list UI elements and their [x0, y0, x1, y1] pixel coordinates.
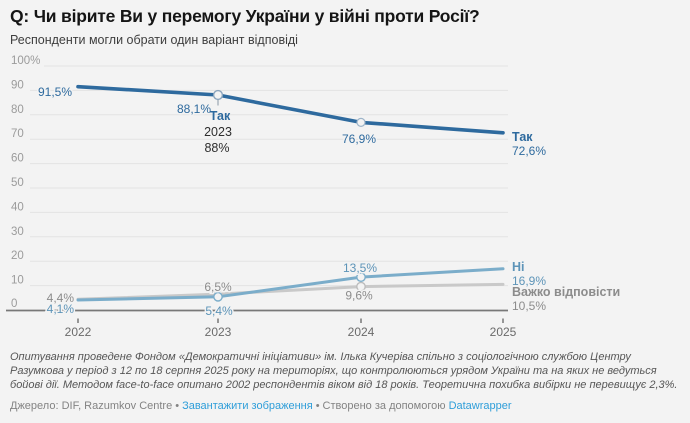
data-point-ni-2023[interactable]	[213, 291, 223, 302]
line-tak	[76, 84, 505, 135]
series-label-ni: Ні	[512, 260, 525, 274]
tooltip-year: 2023	[204, 125, 232, 139]
y-tick-60: 60	[11, 153, 24, 165]
source-row: Джерело: DIF, Razumkov Centre • Завантажит…	[10, 400, 686, 412]
value-label-tak-2023: 88,1%	[177, 102, 211, 116]
y-tick-80: 80	[11, 104, 24, 116]
value-label-vazhko-2025: 10,5%	[512, 299, 546, 313]
value-label-tak-2024: 76,9%	[342, 132, 376, 146]
methodology-note: Опитування проведене Фондом «Демократичн…	[10, 351, 678, 391]
y-gridlines	[30, 65, 508, 287]
x-tick-2023: 2023	[205, 325, 232, 339]
value-label-tak-2025: 72,6%	[512, 144, 546, 158]
value-label-vazhko-2022: 4,4%	[47, 291, 75, 305]
tooltip-value: 88%	[204, 141, 229, 155]
data-point-ni-2024[interactable]	[356, 272, 366, 283]
source-text: Джерело: DIF, Razumkov Centre	[10, 400, 173, 412]
line-ni	[76, 267, 505, 302]
download-image-link[interactable]: Завантажити зображення	[182, 400, 313, 412]
y-tick-40: 40	[11, 201, 24, 213]
y-tick-70: 70	[11, 128, 24, 140]
y-tick-0: 0	[11, 298, 17, 310]
y-tick-30: 30	[11, 226, 24, 238]
line-vazhko-vidpovisty	[76, 282, 505, 301]
separator-dot: •	[175, 400, 180, 412]
value-label-tak-2022: 91,5%	[38, 85, 72, 99]
x-tick-2025: 2025	[490, 325, 517, 339]
y-tick-100: 100%	[11, 55, 40, 67]
series-label-vazhko: Важко відповісти	[512, 285, 620, 299]
value-label-vazhko-2023: 6,5%	[204, 280, 232, 294]
value-label-ni-2023: 5,4%	[205, 304, 233, 318]
y-tick-10: 10	[11, 275, 24, 287]
value-label-ni-2025: 16,9%	[512, 274, 546, 288]
datawrapper-link[interactable]: Datawrapper	[448, 400, 512, 412]
y-axis-labels: 100% 90 80 70 60 50 40 30 20 10 0	[11, 55, 40, 310]
credit-text: Створено за допомогою	[322, 400, 446, 412]
separator-dot-2: •	[315, 400, 320, 412]
data-point-tak-2024[interactable]	[356, 117, 366, 128]
x-axis-ticks	[77, 318, 504, 323]
x-axis-labels: 2022 2023 2024 2025	[65, 325, 517, 339]
value-label-ni-2024: 13,5%	[343, 261, 377, 275]
value-label-vazhko-2024: 9,6%	[345, 289, 373, 303]
series-label-tak: Так	[512, 130, 533, 144]
y-tick-20: 20	[11, 250, 24, 262]
tooltip: Так 2023 88%	[204, 109, 232, 155]
x-tick-2024: 2024	[348, 325, 375, 339]
data-point-tak-2023[interactable]	[212, 89, 224, 101]
x-tick-2022: 2022	[65, 325, 92, 339]
chart-subtitle: Респонденти могли обрати один варіант ві…	[10, 33, 298, 47]
y-tick-90: 90	[11, 79, 24, 91]
y-tick-50: 50	[11, 177, 24, 189]
line-chart: 100% 90 80 70 60 50 40 30 20 10 0 2022 2…	[6, 55, 622, 339]
value-label-ni-2022: 4,1%	[47, 302, 75, 316]
page-title: Q: Чи вірите Ви у перемогу України у вій…	[10, 6, 480, 26]
data-point-vazhko-2024[interactable]	[356, 281, 366, 292]
tooltip-series: Так	[210, 109, 231, 123]
